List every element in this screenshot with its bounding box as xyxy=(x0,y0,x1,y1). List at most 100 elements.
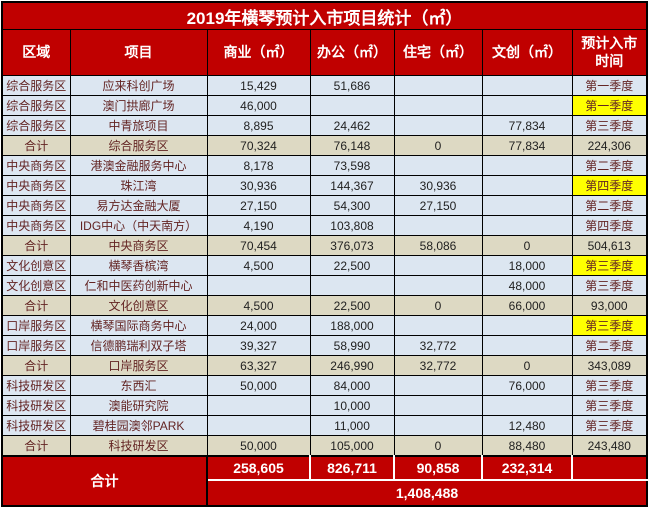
subtotal-row: 合计 文化创意区 4,500 22,500 0 66,000 93,000 xyxy=(1,295,648,316)
grand-total-commercial: 258,605 xyxy=(206,455,311,481)
project-cell: 文化创意区 xyxy=(69,295,208,316)
time-cell: 343,089 xyxy=(571,355,648,376)
office-cell: 24,462 xyxy=(309,115,395,136)
table-row: 科技研发区 东西汇 50,000 84,000 76,000 第三季度 xyxy=(1,375,648,396)
cultural-cell xyxy=(481,315,573,336)
region-cell: 科技研发区 xyxy=(1,415,71,436)
project-cell: 易方达金融大厦 xyxy=(69,195,208,216)
commercial-cell: 30,936 xyxy=(206,175,311,196)
time-cell: 93,000 xyxy=(571,295,648,316)
table-row: 科技研发区 澳能研究院 10,000 第三季度 xyxy=(1,395,648,416)
table-row: 口岸服务区 横琴国际商务中心 24,000 188,000 第三季度 xyxy=(1,315,648,336)
grand-total-time-empty xyxy=(570,455,649,481)
time-cell: 第三季度 xyxy=(571,375,648,396)
time-cell: 第三季度 xyxy=(571,395,648,416)
time-cell: 第二季度 xyxy=(571,155,648,176)
time-cell: 第三季度 xyxy=(571,415,648,436)
office-cell xyxy=(309,95,395,116)
office-cell: 84,000 xyxy=(309,375,395,396)
subtotal-row: 合计 综合服务区 70,324 76,148 0 77,834 224,306 xyxy=(1,135,648,156)
time-cell: 第二季度 xyxy=(571,335,648,356)
commercial-cell xyxy=(206,395,311,416)
region-cell: 综合服务区 xyxy=(1,95,71,116)
column-header-2: 商业（㎡） xyxy=(206,29,311,76)
residential-cell: 0 xyxy=(393,435,483,457)
time-cell: 224,306 xyxy=(571,135,648,156)
residential-cell xyxy=(393,155,483,176)
office-cell: 376,073 xyxy=(309,235,395,256)
table-row: 文化创意区 横琴香槟湾 4,500 22,500 18,000 第三季度 xyxy=(1,255,648,276)
cultural-cell: 88,480 xyxy=(481,435,573,457)
table-row: 中央商务区 易方达金融大厦 27,150 54,300 27,150 第二季度 xyxy=(1,195,648,216)
commercial-cell xyxy=(206,275,311,296)
residential-cell xyxy=(393,95,483,116)
project-cell: 珠江湾 xyxy=(69,175,208,196)
column-header-4: 住宅（㎡） xyxy=(393,29,483,76)
grand-total-office: 826,711 xyxy=(309,455,395,481)
office-cell: 11,000 xyxy=(309,415,395,436)
region-cell: 综合服务区 xyxy=(1,75,71,96)
table-title: 2019年横琴预计入市项目统计（㎡） xyxy=(1,1,648,30)
project-cell: 应来科创广场 xyxy=(69,75,208,96)
subtotal-row: 合计 中央商务区 70,454 376,073 58,086 0 504,613 xyxy=(1,235,648,256)
residential-cell: 32,772 xyxy=(393,355,483,376)
region-cell: 科技研发区 xyxy=(1,395,71,416)
project-cell: 横琴香槟湾 xyxy=(69,255,208,276)
office-cell: 103,808 xyxy=(309,215,395,236)
time-cell: 243,480 xyxy=(571,435,648,457)
table-row: 中央商务区 珠江湾 30,936 144,367 30,936 第四季度 xyxy=(1,175,648,196)
commercial-cell: 8,895 xyxy=(206,115,311,136)
office-cell: 58,990 xyxy=(309,335,395,356)
residential-cell: 30,936 xyxy=(393,175,483,196)
office-cell xyxy=(309,275,395,296)
grand-total-sum: 1,408,488 xyxy=(205,479,649,507)
column-header-0: 区域 xyxy=(1,29,71,76)
time-cell: 第二季度 xyxy=(571,195,648,216)
residential-cell: 0 xyxy=(393,295,483,316)
commercial-cell: 4,500 xyxy=(206,255,311,276)
residential-cell xyxy=(393,375,483,396)
project-cell: 碧桂园澳邻PARK xyxy=(69,415,208,436)
region-cell: 文化创意区 xyxy=(1,275,71,296)
project-cell: 科技研发区 xyxy=(69,435,208,457)
commercial-cell: 50,000 xyxy=(206,435,311,457)
grand-total-label: 合计 xyxy=(1,455,208,507)
project-cell: 中央商务区 xyxy=(69,235,208,256)
cultural-cell: 76,000 xyxy=(481,375,573,396)
project-cell: 东西汇 xyxy=(69,375,208,396)
column-header-3: 办公（㎡） xyxy=(309,29,395,76)
cultural-cell: 77,834 xyxy=(481,135,573,156)
region-cell: 中央商务区 xyxy=(1,155,71,176)
commercial-cell: 50,000 xyxy=(206,375,311,396)
time-cell: 第三季度 xyxy=(571,255,648,276)
commercial-cell xyxy=(206,415,311,436)
project-cell: 仁和中医药创新中心 xyxy=(69,275,208,296)
time-cell: 第一季度 xyxy=(571,75,648,96)
project-cell: 港澳金融服务中心 xyxy=(69,155,208,176)
cultural-cell xyxy=(481,215,573,236)
time-cell: 第四季度 xyxy=(571,215,648,236)
commercial-cell: 63,327 xyxy=(206,355,311,376)
office-cell: 22,500 xyxy=(309,295,395,316)
residential-cell: 32,772 xyxy=(393,335,483,356)
cultural-cell: 0 xyxy=(481,235,573,256)
region-cell: 中央商务区 xyxy=(1,195,71,216)
grand-total-cultural: 232,314 xyxy=(481,455,573,481)
office-cell: 22,500 xyxy=(309,255,395,276)
region-cell: 口岸服务区 xyxy=(1,315,71,336)
region-cell: 口岸服务区 xyxy=(1,335,71,356)
project-cell: 口岸服务区 xyxy=(69,355,208,376)
subtotal-row: 合计 口岸服务区 63,327 246,990 32,772 0 343,089 xyxy=(1,355,648,376)
commercial-cell: 27,150 xyxy=(206,195,311,216)
residential-cell: 27,150 xyxy=(393,195,483,216)
residential-cell xyxy=(393,275,483,296)
region-cell: 文化创意区 xyxy=(1,255,71,276)
office-cell: 105,000 xyxy=(309,435,395,457)
residential-cell xyxy=(393,215,483,236)
project-cell: 综合服务区 xyxy=(69,135,208,156)
residential-cell: 58,086 xyxy=(393,235,483,256)
project-cell: IDG中心（中天南方） xyxy=(69,215,208,236)
residential-cell xyxy=(393,75,483,96)
commercial-cell: 24,000 xyxy=(206,315,311,336)
time-cell: 504,613 xyxy=(571,235,648,256)
